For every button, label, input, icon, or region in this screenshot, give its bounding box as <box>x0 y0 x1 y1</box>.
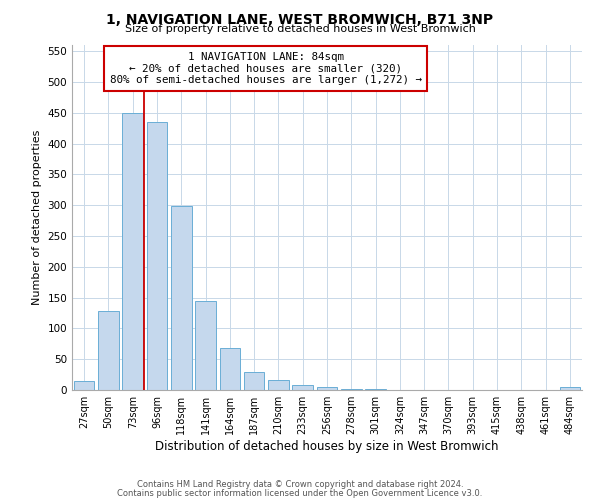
Bar <box>98 311 119 390</box>
Bar <box>122 113 143 390</box>
Bar <box>560 387 580 390</box>
Bar <box>171 206 191 390</box>
Bar <box>341 389 362 390</box>
Text: Contains HM Land Registry data © Crown copyright and database right 2024.: Contains HM Land Registry data © Crown c… <box>137 480 463 489</box>
Y-axis label: Number of detached properties: Number of detached properties <box>32 130 42 305</box>
Text: Contains public sector information licensed under the Open Government Licence v3: Contains public sector information licen… <box>118 489 482 498</box>
Text: 1, NAVIGATION LANE, WEST BROMWICH, B71 3NP: 1, NAVIGATION LANE, WEST BROMWICH, B71 3… <box>106 12 494 26</box>
Bar <box>292 385 313 390</box>
Text: Size of property relative to detached houses in West Bromwich: Size of property relative to detached ho… <box>125 24 475 34</box>
Text: 1 NAVIGATION LANE: 84sqm
← 20% of detached houses are smaller (320)
80% of semi-: 1 NAVIGATION LANE: 84sqm ← 20% of detach… <box>110 52 422 85</box>
Bar <box>146 122 167 390</box>
Bar <box>268 380 289 390</box>
Bar <box>74 381 94 390</box>
Bar <box>317 387 337 390</box>
Bar <box>244 372 265 390</box>
Bar <box>220 348 240 390</box>
X-axis label: Distribution of detached houses by size in West Bromwich: Distribution of detached houses by size … <box>155 440 499 453</box>
Bar <box>195 300 216 390</box>
